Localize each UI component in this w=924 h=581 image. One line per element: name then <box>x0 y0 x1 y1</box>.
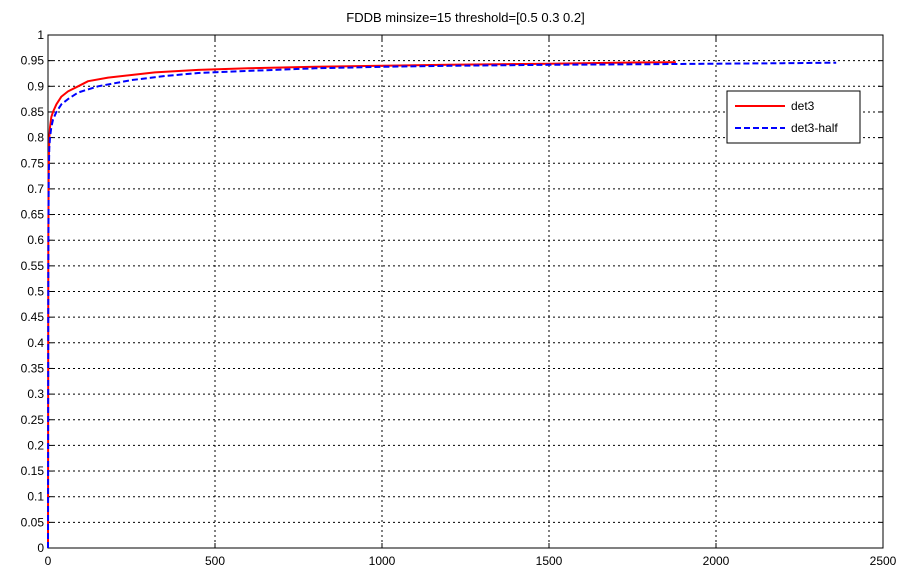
y-tick-label: 0.65 <box>21 208 45 222</box>
legend: det3 det3-half <box>726 90 861 144</box>
y-tick-label: 0.8 <box>27 131 44 145</box>
x-tick-label: 1000 <box>369 554 396 568</box>
grid-layer <box>48 35 883 548</box>
y-tick-label: 0.85 <box>21 105 45 119</box>
y-tick-label: 0.4 <box>27 336 44 350</box>
y-tick-label: 0.1 <box>27 490 44 504</box>
legend-label-det3-half: det3-half <box>791 121 838 135</box>
x-tick-label: 2500 <box>870 554 897 568</box>
x-axis: 0 500 1000 1500 2000 2500 <box>45 35 897 568</box>
y-tick-label: 0.75 <box>21 156 45 170</box>
y-axis: 0 0.05 0.1 0.15 0.2 0.25 0.3 0.35 0.4 0.45 0.5 0.55… <box>21 28 883 555</box>
y-tick-label: 0.35 <box>21 361 45 375</box>
legend-box <box>726 90 861 144</box>
series-line-det3 <box>47 61 676 549</box>
y-tick-label: 0.55 <box>21 259 45 273</box>
legend-label-det3: det3 <box>791 99 815 113</box>
series-line-det3-half <box>47 61 837 549</box>
y-tick-label: 0.05 <box>21 515 45 529</box>
y-tick-label: 0.15 <box>21 464 45 478</box>
x-tick-label: 2000 <box>703 554 730 568</box>
y-tick-label: 0.6 <box>27 233 44 247</box>
y-tick-label: 0.5 <box>27 285 44 299</box>
y-tick-label: 0.7 <box>27 182 44 196</box>
x-tick-label: 500 <box>205 554 225 568</box>
y-tick-label: 1 <box>37 28 44 42</box>
y-tick-label: 0.25 <box>21 413 45 427</box>
y-tick-label: 0.9 <box>27 79 44 93</box>
y-tick-label: 0.3 <box>27 387 44 401</box>
chart-title: FDDB minsize=15 threshold=[0.5 0.3 0.2] <box>346 10 584 25</box>
x-tick-label: 1500 <box>536 554 563 568</box>
x-tick-label: 0 <box>45 554 52 568</box>
y-tick-label: 0.2 <box>27 438 44 452</box>
y-tick-label: 0 <box>37 541 44 555</box>
series-layer <box>47 61 837 549</box>
y-tick-label: 0.45 <box>21 310 45 324</box>
y-tick-label: 0.95 <box>21 54 45 68</box>
